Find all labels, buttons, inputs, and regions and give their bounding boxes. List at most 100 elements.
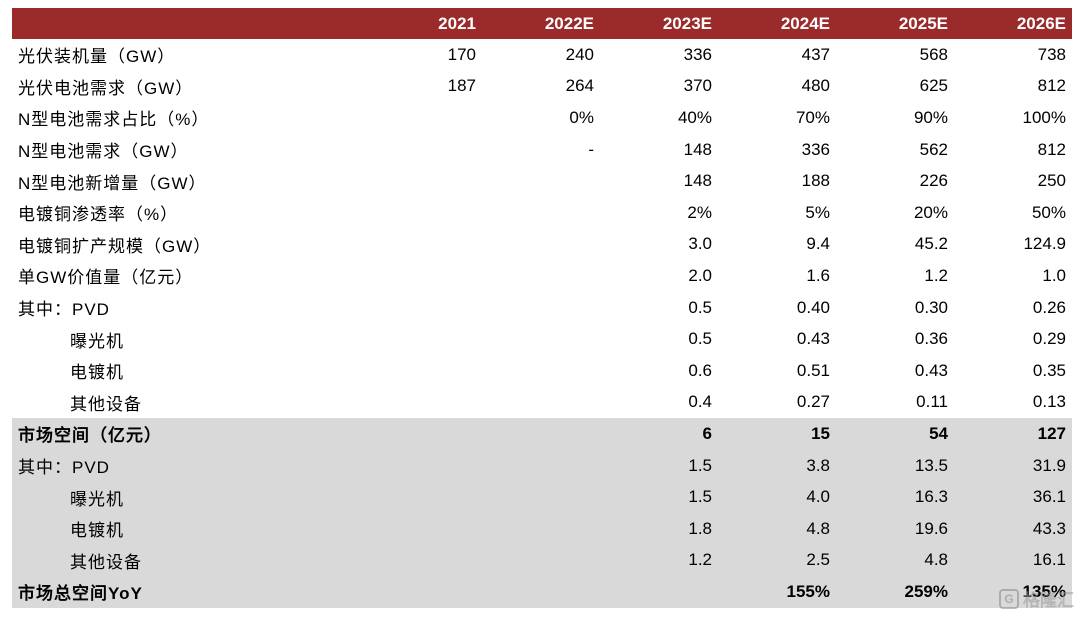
table-cell: 170 — [447, 44, 476, 64]
data-table-container: 2021 2022E 2023E 2024E 2025E 2026E 光伏装机量… — [12, 8, 1072, 608]
table-cell: 31.9 — [954, 449, 1072, 482]
header-year-2021: 2021 — [438, 13, 476, 33]
table-cell: 0.29 — [1032, 329, 1066, 349]
table-cell — [482, 323, 600, 355]
table-cell: - — [588, 139, 594, 159]
table-cell — [364, 576, 482, 608]
table-row: 其中：PVD 1.5 3.8 13.5 31.9 — [12, 449, 1072, 482]
table-cell — [364, 481, 482, 513]
table-cell: 19.6 — [836, 512, 954, 545]
table-cell: 5% — [805, 202, 830, 222]
table-cell: 0.5 — [688, 329, 712, 349]
table-row: N型电池需求（GW） - 148 336 562 812 — [12, 134, 1072, 166]
row-label: 市场空间（亿元） — [12, 418, 364, 450]
table-cell: 259% — [836, 576, 954, 608]
row-label: N型电池需求占比（%） — [18, 110, 210, 130]
table-cell: 738 — [1037, 44, 1066, 64]
table-cell — [364, 165, 482, 197]
row-label: 曝光机 — [70, 331, 124, 351]
row-label: 光伏电池需求（GW） — [18, 78, 194, 98]
table-cell: 568 — [919, 44, 948, 64]
table-cell — [482, 449, 600, 482]
table-cell: 135% — [954, 576, 1072, 608]
table-cell: 0.4 — [688, 392, 712, 412]
row-label: 单GW价值量（亿元） — [18, 268, 194, 288]
table-row: 电镀铜渗透率（%） 2% 5% 20% 50% — [12, 197, 1072, 229]
table-row: 曝光机 1.5 4.0 16.3 36.1 — [12, 481, 1072, 513]
table-cell: 812 — [1037, 139, 1066, 159]
row-label: N型电池新增量（GW） — [18, 173, 207, 193]
row-label: 电镀机 — [70, 363, 124, 383]
table-cell: 70% — [795, 107, 830, 127]
table-row: N型电池需求占比（%） 0% 40% 70% 90% 100% — [12, 102, 1072, 134]
header-year-2023e: 2023E — [662, 13, 712, 33]
table-cell — [482, 481, 600, 513]
table-cell: 0.35 — [1032, 360, 1066, 380]
table-cell — [364, 544, 482, 577]
row-label: 其他设备 — [12, 544, 364, 577]
row-label: 电镀机 — [12, 512, 364, 545]
table-cell — [364, 197, 482, 229]
table-cell — [482, 544, 600, 577]
table-cell: 0.51 — [796, 360, 830, 380]
table-cell: 1.2 — [924, 265, 948, 285]
table-cell — [482, 576, 600, 608]
table-cell — [364, 449, 482, 482]
table-cell — [364, 134, 482, 166]
table-cell — [482, 512, 600, 545]
table-cell: 54 — [836, 418, 954, 450]
table-row: 电镀铜扩产规模（GW） 3.0 9.4 45.2 124.9 — [12, 229, 1072, 261]
table-cell: 0.36 — [914, 329, 948, 349]
table-cell: 188 — [801, 171, 830, 191]
table-cell: 1.5 — [600, 481, 718, 513]
table-cell: 562 — [919, 139, 948, 159]
table-cell: 45.2 — [914, 234, 948, 254]
header-row: 2021 2022E 2023E 2024E 2025E 2026E — [12, 8, 1072, 39]
table-row-total-yoy: 市场总空间YoY 155% 259% 135% — [12, 576, 1072, 608]
table-cell: 0.43 — [914, 360, 948, 380]
table-cell: 370 — [683, 76, 712, 96]
table-cell: 0.40 — [796, 297, 830, 317]
table-cell: 0% — [569, 107, 594, 127]
table-cell: 1.2 — [600, 544, 718, 577]
table-row: 光伏装机量（GW） 170 240 336 437 568 738 — [12, 39, 1072, 71]
table-row: 电镀机 0.6 0.51 0.43 0.35 — [12, 355, 1072, 387]
header-year-2022e: 2022E — [544, 13, 594, 33]
table-cell: 148 — [683, 171, 712, 191]
table-cell — [482, 418, 600, 450]
table-cell: 3.0 — [688, 234, 712, 254]
table-cell — [364, 418, 482, 450]
table-cell: 336 — [683, 44, 712, 64]
table-cell: 2% — [687, 202, 712, 222]
table-cell — [364, 229, 482, 261]
row-label: 市场总空间YoY — [12, 576, 364, 608]
table-cell: 40% — [677, 107, 712, 127]
table-cell: 480 — [801, 76, 830, 96]
table-cell: 9.4 — [806, 234, 830, 254]
table-cell: 625 — [919, 76, 948, 96]
table-cell: 0.27 — [796, 392, 830, 412]
table-cell: 43.3 — [954, 512, 1072, 545]
table-cell: 3.8 — [718, 449, 836, 482]
table-cell — [482, 229, 600, 261]
table-cell: 0.43 — [796, 329, 830, 349]
table-cell: 100% — [1022, 107, 1066, 127]
row-label: 其中：PVD — [18, 300, 110, 320]
table-row: 其中：PVD 0.5 0.40 0.30 0.26 — [12, 292, 1072, 324]
table-cell: 16.1 — [954, 544, 1072, 577]
table-row: 其他设备 1.2 2.5 4.8 16.1 — [12, 544, 1072, 577]
table-row: 光伏电池需求（GW） 187 264 370 480 625 812 — [12, 71, 1072, 103]
table-cell: 0.30 — [914, 297, 948, 317]
table-cell — [364, 260, 482, 292]
table-cell: 36.1 — [954, 481, 1072, 513]
table-cell: 2.0 — [688, 265, 712, 285]
table-cell — [482, 165, 600, 197]
table-cell: 148 — [683, 139, 712, 159]
table-cell: 0.13 — [1032, 392, 1066, 412]
table-cell: 812 — [1037, 76, 1066, 96]
row-label: 电镀铜扩产规模（GW） — [18, 236, 212, 256]
table-cell: 187 — [447, 76, 476, 96]
market-forecast-table: 2021 2022E 2023E 2024E 2025E 2026E 光伏装机量… — [12, 8, 1072, 608]
table-cell: 4.0 — [718, 481, 836, 513]
table-row: N型电池新增量（GW） 148 188 226 250 — [12, 165, 1072, 197]
